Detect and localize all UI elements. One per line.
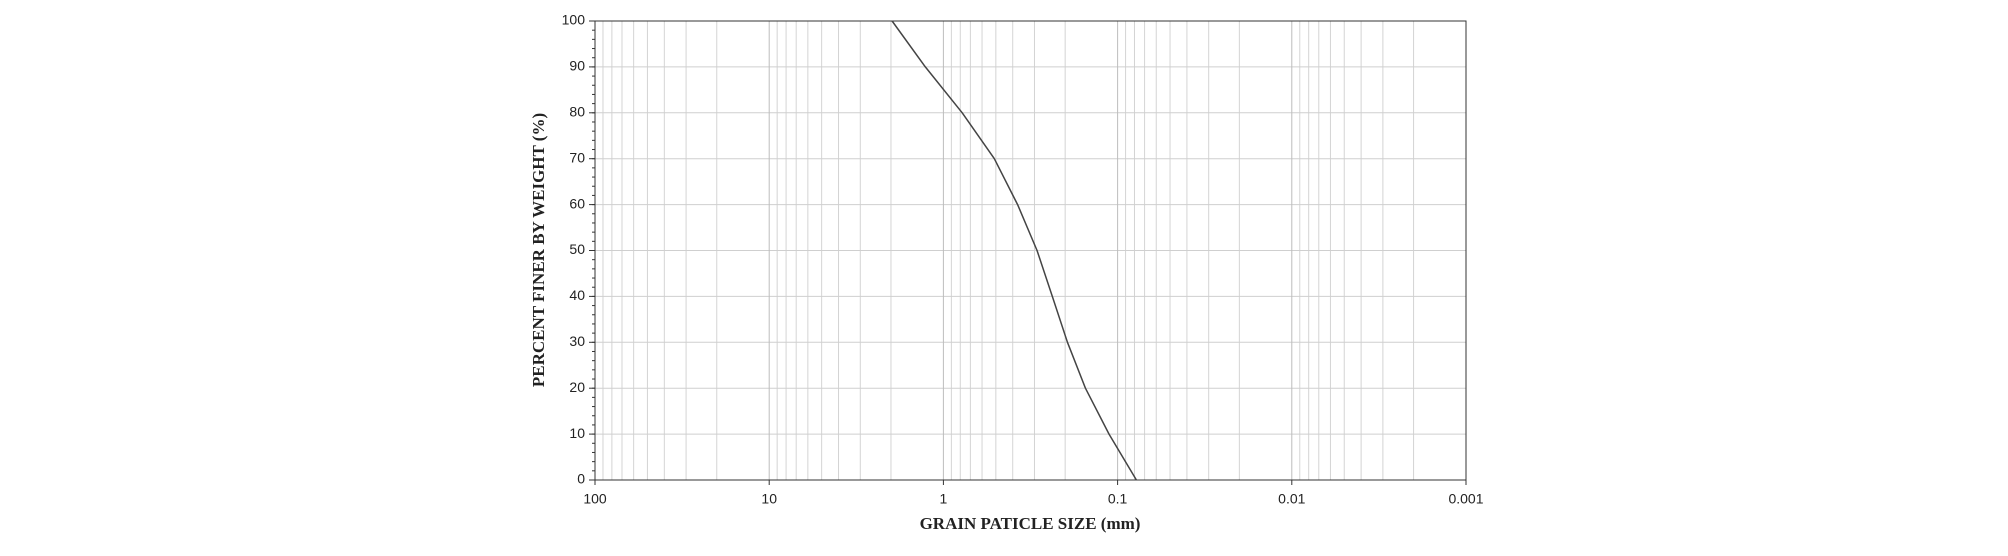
x-tick-label: 100: [583, 491, 607, 507]
x-tick-label: 0.1: [1108, 491, 1128, 507]
y-tick-label: 0: [577, 471, 585, 487]
y-tick-label: 100: [562, 12, 586, 28]
y-tick-label: 80: [569, 104, 585, 120]
y-axis-title: PERCENT FINER BY WEIGHT (%): [529, 113, 548, 387]
y-tick-label: 40: [569, 287, 585, 303]
y-tick-label: 30: [569, 333, 585, 349]
y-tick-label: 50: [569, 241, 585, 257]
x-tick-label: 1: [940, 491, 948, 507]
y-tick-label: 90: [569, 58, 585, 74]
y-tick-label: 10: [569, 425, 585, 441]
y-tick-label: 60: [569, 195, 585, 211]
x-axis-title: GRAIN PATICLE SIZE (mm): [920, 514, 1141, 533]
x-tick-label: 0.01: [1278, 491, 1305, 507]
y-tick-label: 70: [569, 149, 585, 165]
plot-frame: [594, 20, 1467, 481]
x-tick-label: 10: [761, 491, 777, 507]
y-tick-label: 20: [569, 379, 585, 395]
x-tick-label: 0.001: [1448, 491, 1483, 507]
data-line: [891, 20, 1138, 481]
